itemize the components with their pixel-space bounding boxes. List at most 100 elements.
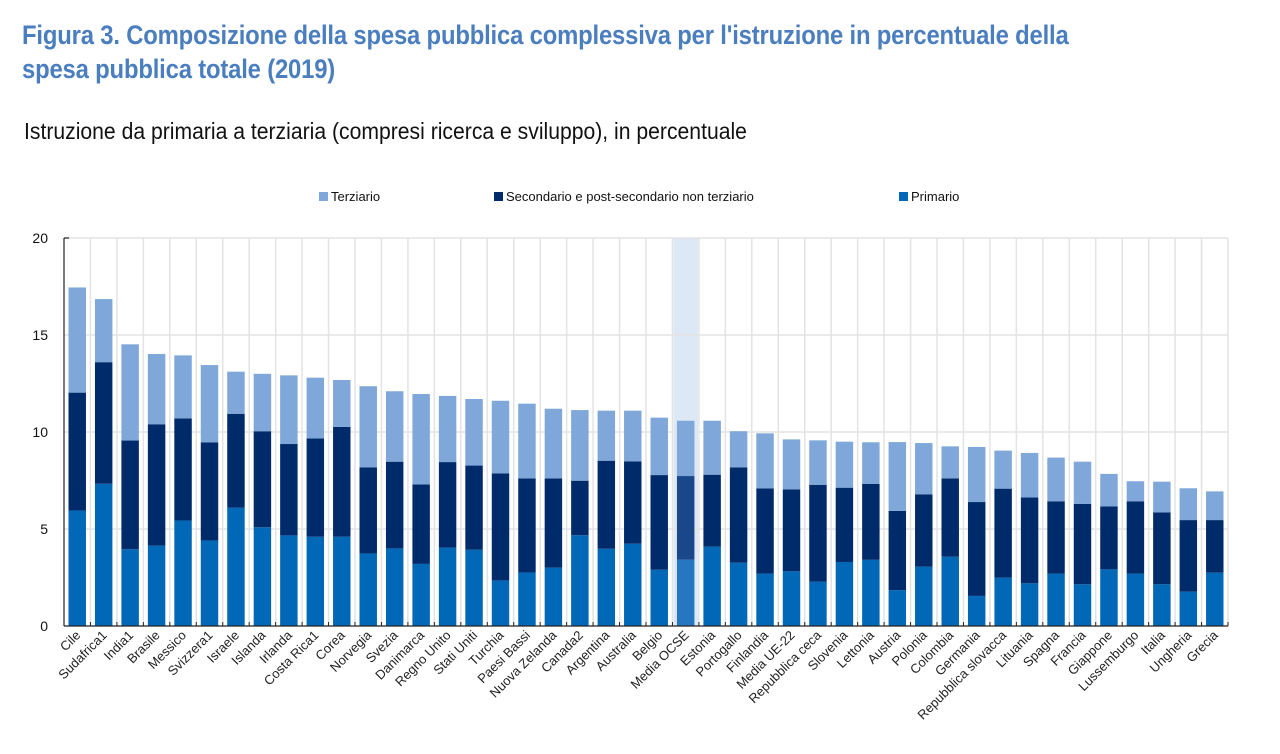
chart-subtitle: Istruzione da primaria a terziaria (comp…: [24, 118, 747, 144]
bar-terziario: [571, 410, 589, 481]
y-tick-label: 20: [32, 230, 48, 246]
bar-secondario: [1047, 501, 1065, 574]
bar-primario: [809, 581, 827, 626]
bar-primario: [1153, 584, 1171, 626]
bar-secondario: [465, 465, 483, 550]
bar-primario: [121, 549, 139, 626]
bar-secondario: [412, 484, 430, 564]
bar-group: [68, 287, 86, 626]
bar-secondario: [1153, 512, 1171, 585]
bar-terziario: [967, 446, 986, 503]
bar-primario: [1047, 573, 1065, 626]
y-tick-label: 0: [40, 618, 48, 634]
bar-secondario: [862, 483, 880, 560]
bar-group: [1153, 481, 1171, 626]
bar-primario: [200, 540, 219, 626]
bar-secondario: [200, 442, 219, 541]
bar-terziario: [1100, 473, 1118, 507]
bar-group: [200, 365, 219, 626]
bar-terziario: [385, 391, 404, 462]
bar-primario: [94, 483, 113, 626]
bar-secondario: [994, 488, 1012, 578]
bar-secondario: [756, 488, 774, 574]
bar-primario: [412, 563, 430, 626]
bar-secondario: [227, 413, 245, 508]
bar-terziario: [544, 408, 563, 479]
bar-secondario: [650, 475, 668, 570]
bar-terziario: [835, 441, 854, 488]
bar-secondario: [147, 424, 166, 546]
bar-secondario: [782, 489, 801, 572]
bar-primario: [888, 590, 907, 626]
bar-primario: [465, 549, 483, 626]
bar-primario: [994, 577, 1012, 626]
axes: [63, 237, 1229, 627]
bar-terziario: [1126, 481, 1145, 502]
bar-group: [967, 446, 986, 626]
bar-terziario: [809, 440, 827, 485]
bar-group: [915, 443, 933, 626]
bar-secondario: [915, 494, 933, 567]
bar-primario: [280, 535, 298, 626]
bar-group: [571, 410, 589, 626]
bar-primario: [68, 510, 86, 626]
bar-group: [385, 391, 404, 626]
bar-secondario: [94, 362, 113, 484]
bar-terziario: [650, 417, 668, 476]
y-tick-label: 15: [32, 327, 48, 343]
chart-title: Figura 3. Composizione della spesa pubbl…: [22, 20, 1069, 84]
bar-group: [862, 442, 880, 626]
bar-primario: [703, 546, 721, 626]
bar-primario: [624, 543, 642, 626]
bar-primario: [650, 569, 668, 626]
bar-secondario: [703, 474, 721, 547]
bar-terziario: [1206, 491, 1224, 521]
x-tick-labels: CileSudafrica1India1BrasileMessicoSvizze…: [55, 627, 1221, 722]
bar-group: [359, 386, 377, 626]
bar-group: [465, 399, 483, 626]
bar-primario: [862, 559, 880, 626]
bar-secondario: [571, 480, 589, 536]
bar-primario: [518, 572, 536, 626]
bar-terziario: [756, 433, 774, 489]
bar-terziario: [174, 355, 192, 419]
bar-group: [280, 375, 298, 626]
bar-group: [174, 355, 192, 626]
bar-primario: [174, 520, 192, 626]
bar-terziario: [1020, 452, 1039, 498]
bar-secondario: [1020, 497, 1039, 584]
bar-primario: [756, 573, 774, 626]
bar-terziario: [1153, 481, 1171, 513]
bar-group: [1126, 481, 1145, 626]
bar-secondario: [1179, 520, 1198, 592]
bar-terziario: [782, 439, 801, 490]
bar-primario: [147, 545, 166, 626]
bar-primario: [1020, 583, 1039, 626]
bar-group: [1100, 473, 1118, 626]
bar-terziario: [306, 377, 325, 439]
bar-terziario: [676, 420, 695, 477]
bar-terziario: [1073, 461, 1092, 504]
bar-secondario: [888, 510, 907, 591]
bar-terziario: [412, 393, 430, 485]
bar-terziario: [729, 431, 748, 468]
bar-group: [491, 400, 510, 626]
bar-terziario: [121, 344, 139, 441]
bar-secondario: [729, 467, 748, 563]
bars: [68, 287, 1224, 626]
bar-group: [729, 431, 748, 626]
bar-primario: [782, 571, 801, 626]
bar-primario: [967, 595, 986, 626]
bar-terziario: [862, 442, 880, 484]
bar-secondario: [1100, 506, 1118, 570]
bar-terziario: [1179, 488, 1198, 521]
bar-primario: [1100, 569, 1118, 626]
bar-terziario: [94, 299, 113, 363]
bar-secondario: [967, 502, 986, 596]
legend-swatch-secondario: [494, 192, 503, 201]
bar-secondario: [174, 418, 192, 521]
bar-group: [544, 408, 563, 626]
bar-primario: [333, 536, 351, 626]
bar-group: [835, 441, 854, 626]
bar-primario: [1073, 584, 1092, 626]
